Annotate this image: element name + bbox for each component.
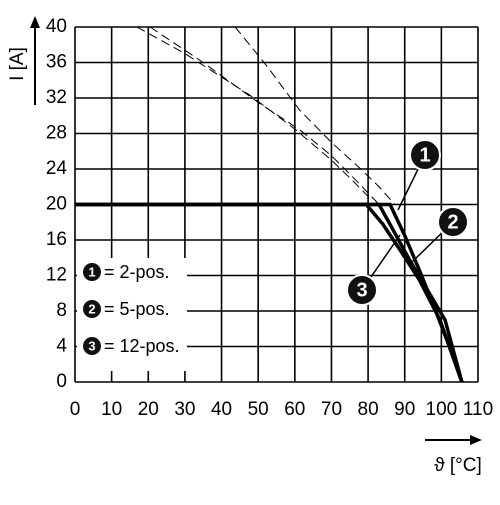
legend-label: = 5-pos. [104, 299, 170, 319]
x-tick-label: 90 [394, 399, 415, 420]
legend-label: = 12-pos. [104, 336, 180, 356]
legend-marker [83, 263, 101, 281]
y-tick-label: 16 [46, 229, 67, 250]
x-tick-label: 60 [284, 399, 305, 420]
y-arrowhead [30, 16, 40, 28]
x-tick-label: 20 [138, 399, 159, 420]
y-tick-label: 40 [46, 16, 67, 37]
callout-label: 2 [447, 211, 458, 233]
x-tick-label: 40 [211, 399, 232, 420]
x-axis-label: ϑ [°C] [434, 455, 482, 476]
x-tick-label: 50 [248, 399, 269, 420]
legend-marker [83, 337, 101, 355]
x-arrowhead [470, 435, 482, 445]
y-tick-label: 8 [56, 300, 67, 321]
dashed-curve [149, 26, 380, 205]
y-tick-label: 24 [46, 158, 68, 179]
y-tick-label: 28 [46, 123, 67, 144]
callout-circle [346, 274, 378, 306]
x-tick-label: 70 [321, 399, 342, 420]
dashed-curve [234, 26, 396, 205]
x-tick-label: 0 [70, 399, 81, 420]
dashed-curve [136, 26, 371, 199]
callout-label: 3 [356, 279, 367, 301]
y-tick-label: 36 [46, 52, 67, 73]
y-tick-label: 0 [56, 371, 67, 392]
y-tick-label: 32 [46, 87, 67, 108]
y-tick-label: 12 [46, 265, 67, 286]
y-tick-label: 20 [46, 194, 67, 215]
legend-marker-label: 2 [88, 301, 95, 316]
derating-curve [75, 202, 464, 383]
x-tick-label: 80 [358, 399, 379, 420]
y-axis-label: I [A] [7, 47, 28, 81]
callout-circle [437, 206, 469, 238]
x-tick-label: 100 [426, 399, 458, 420]
callout-circle [409, 139, 441, 171]
callout-label: 1 [419, 144, 430, 166]
legend-marker-label: 3 [88, 338, 95, 353]
x-tick-label: 10 [101, 399, 122, 420]
x-tick-label: 30 [174, 399, 195, 420]
legend-label: = 2-pos. [104, 262, 170, 282]
x-tick-label: 110 [463, 399, 493, 420]
derating-curve [75, 202, 464, 383]
y-tick-label: 4 [56, 336, 67, 357]
legend-marker [83, 300, 101, 318]
legend-marker-label: 1 [88, 264, 95, 279]
